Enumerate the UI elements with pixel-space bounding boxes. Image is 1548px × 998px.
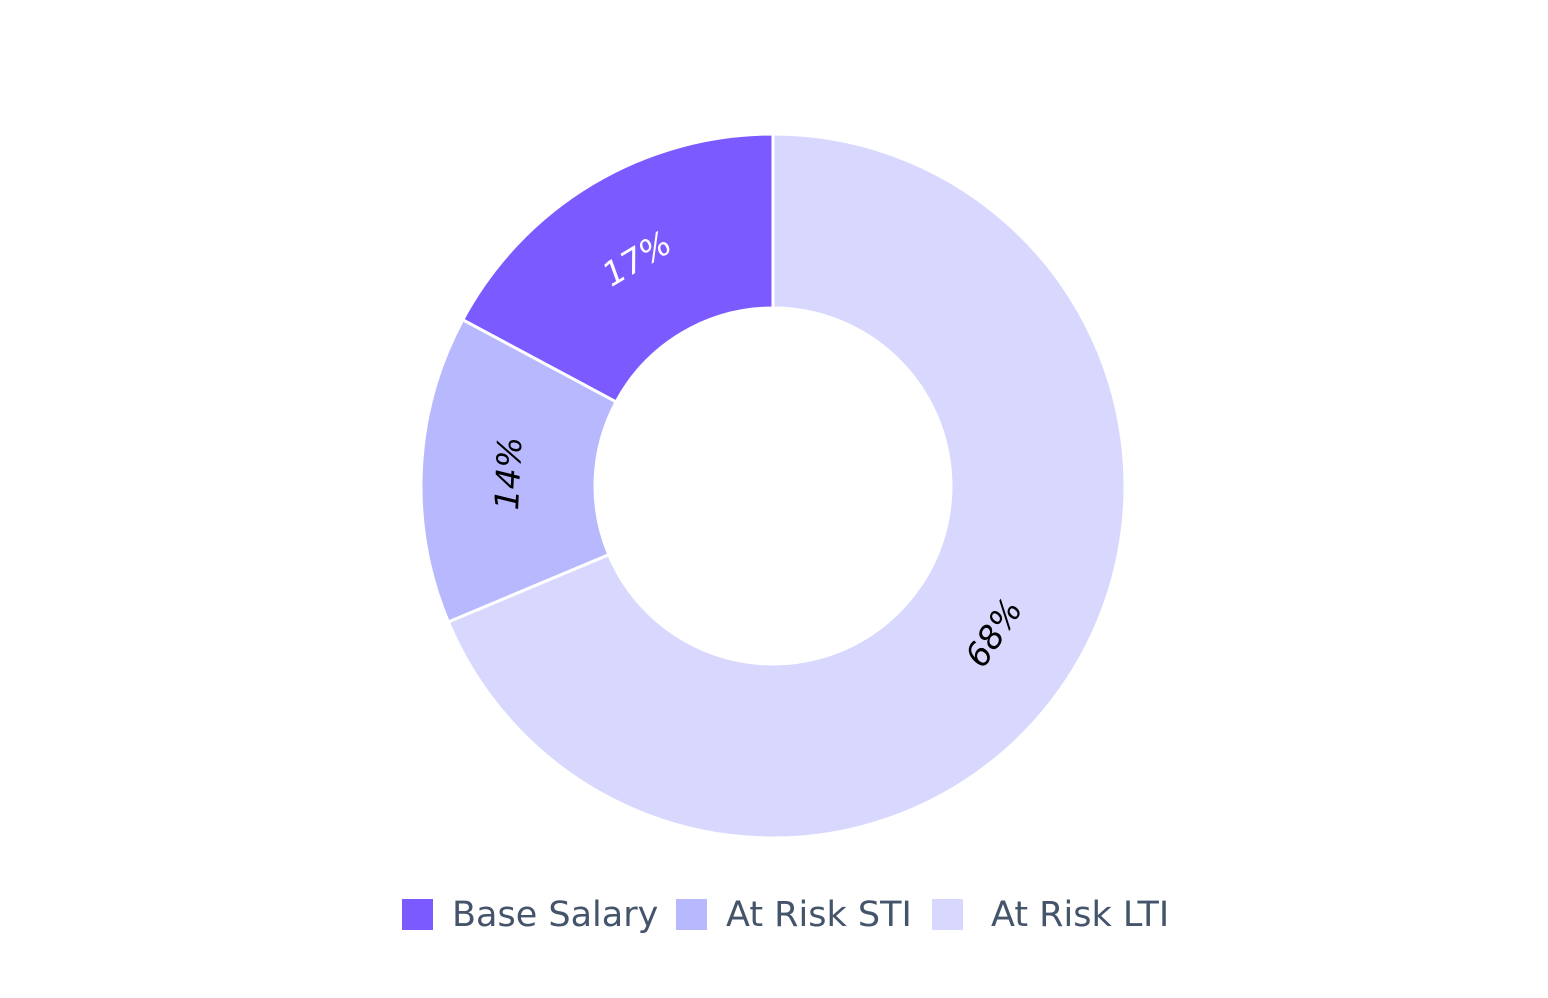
donut-slices <box>419 132 1127 840</box>
legend-swatch-at-risk-sti <box>676 899 707 930</box>
donut-slice-at-risk-sti <box>419 317 619 624</box>
chart-legend: Base Salary At Risk STI At Risk LTI <box>402 895 1169 935</box>
donut-slice-base-salary <box>460 132 775 404</box>
legend-label-at-risk-sti: At Risk STI <box>726 895 912 935</box>
donut-slice-at-risk-lti <box>446 132 1127 840</box>
legend-swatch-at-risk-lti <box>932 899 963 930</box>
legend-swatch-base-salary <box>402 899 433 930</box>
legend-label-at-risk-lti: At Risk LTI <box>991 895 1169 935</box>
legend-label-base-salary: Base Salary <box>452 895 658 935</box>
slice-label-at-risk-sti: 14% <box>487 436 529 511</box>
